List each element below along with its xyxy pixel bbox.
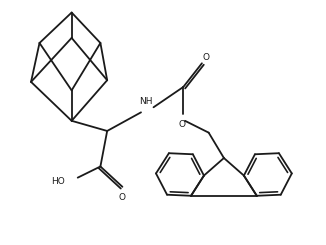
Text: O: O [119, 193, 126, 202]
Text: NH: NH [139, 97, 153, 106]
Text: O: O [178, 120, 185, 129]
Text: HO: HO [51, 177, 65, 186]
Text: O: O [202, 53, 210, 62]
